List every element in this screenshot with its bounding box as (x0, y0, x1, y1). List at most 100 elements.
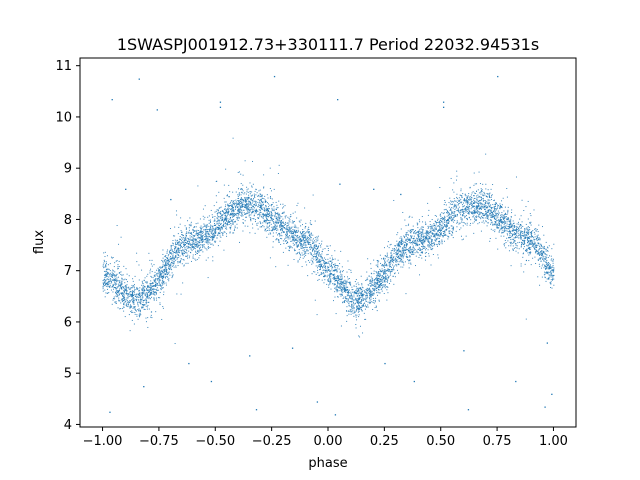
data-point (151, 285, 153, 287)
data-point (293, 259, 295, 260)
data-point (337, 265, 339, 267)
data-point (421, 251, 423, 253)
data-point (271, 230, 273, 232)
data-point (240, 210, 242, 212)
data-point (390, 253, 392, 255)
data-point (476, 202, 478, 204)
data-point (358, 297, 360, 299)
data-point (119, 308, 121, 310)
data-point (150, 292, 152, 294)
data-point (480, 208, 482, 210)
data-point (450, 217, 452, 219)
data-point (528, 230, 530, 232)
data-point (179, 238, 181, 240)
data-point (402, 243, 404, 245)
data-point (444, 224, 446, 226)
data-point (300, 239, 302, 241)
data-point (383, 247, 385, 249)
data-point (335, 289, 337, 291)
data-point (417, 244, 419, 246)
data-point (441, 235, 443, 237)
data-point (299, 243, 301, 245)
data-point (482, 193, 484, 195)
data-point (141, 294, 143, 296)
data-point (253, 204, 255, 206)
data-point (289, 219, 291, 221)
data-point (392, 249, 394, 251)
data-point (237, 219, 239, 221)
data-point (205, 230, 207, 232)
data-point (200, 249, 202, 251)
data-point (155, 311, 157, 313)
data-point (451, 212, 453, 214)
data-point (133, 303, 135, 305)
data-point (282, 212, 284, 214)
data-point (553, 243, 555, 245)
data-point (289, 238, 291, 240)
data-point (321, 279, 323, 281)
data-point (194, 248, 196, 250)
data-point (393, 283, 395, 285)
data-point (467, 195, 469, 197)
data-point (153, 264, 155, 266)
data-point (532, 230, 534, 232)
data-point (216, 220, 218, 222)
data-point (230, 212, 232, 214)
data-point (536, 244, 538, 246)
data-point (417, 239, 419, 241)
data-point (355, 323, 357, 325)
data-point (229, 191, 231, 193)
data-point (129, 307, 131, 309)
data-point (205, 238, 207, 240)
data-point (190, 248, 192, 250)
data-point (155, 281, 157, 283)
data-point (237, 200, 239, 202)
data-point (319, 269, 321, 271)
data-point (386, 286, 388, 288)
data-point (150, 316, 152, 318)
data-point (513, 222, 515, 224)
data-point (111, 273, 113, 275)
data-point (147, 326, 149, 328)
data-point (276, 229, 278, 231)
data-point (480, 207, 482, 209)
data-point (169, 274, 171, 276)
data-point (340, 282, 342, 284)
data-point (200, 234, 202, 236)
data-point (156, 275, 158, 277)
data-point (284, 205, 286, 207)
data-point (385, 269, 387, 271)
data-point (123, 302, 125, 304)
data-point (397, 243, 399, 245)
data-point (251, 185, 253, 187)
data-point (111, 282, 113, 284)
data-point (265, 205, 267, 207)
data-point (480, 208, 482, 210)
data-point (302, 234, 304, 236)
data-point (358, 303, 360, 305)
data-point (150, 293, 152, 295)
data-point (374, 290, 376, 292)
data-point (541, 246, 543, 248)
data-point (109, 286, 111, 288)
data-point (286, 236, 288, 238)
data-point (102, 284, 104, 286)
data-point (424, 240, 426, 242)
data-point (443, 233, 445, 235)
data-point (303, 244, 305, 246)
data-point (108, 281, 110, 283)
data-point (452, 232, 454, 234)
data-point (473, 195, 475, 197)
data-point (190, 247, 192, 249)
data-point (503, 235, 505, 237)
data-point (502, 227, 504, 229)
data-point (510, 216, 512, 218)
data-point (132, 307, 134, 309)
data-point (520, 226, 522, 228)
data-point (255, 212, 257, 214)
data-point (353, 308, 355, 310)
data-point (383, 270, 385, 272)
data-point (416, 239, 418, 241)
data-point (269, 222, 271, 224)
data-point (422, 229, 424, 231)
